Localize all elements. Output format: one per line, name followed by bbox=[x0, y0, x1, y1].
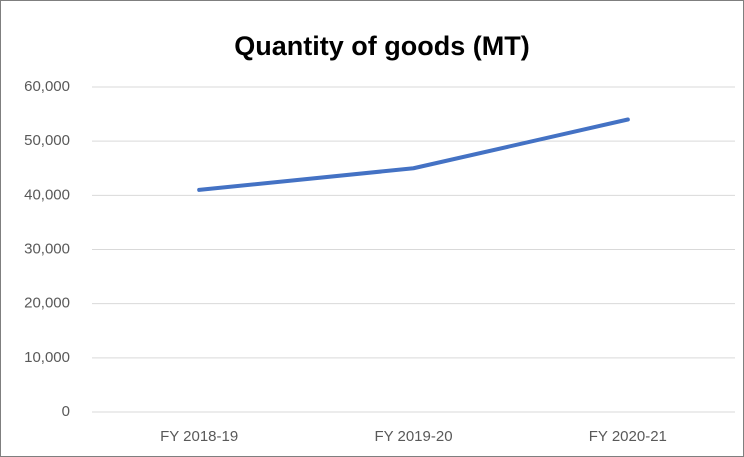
y-tick-label: 30,000 bbox=[24, 240, 70, 257]
y-tick-label: 50,000 bbox=[24, 132, 70, 149]
y-tick-label: 40,000 bbox=[24, 186, 70, 203]
y-tick-label: 0 bbox=[62, 403, 70, 420]
y-tick-label: 20,000 bbox=[24, 295, 70, 312]
y-tick-label: 10,000 bbox=[24, 349, 70, 366]
x-tick-label: FY 2020-21 bbox=[589, 428, 667, 445]
x-tick-label: FY 2018-19 bbox=[160, 428, 238, 445]
y-tick-label: 60,000 bbox=[24, 78, 70, 95]
data-line bbox=[197, 117, 630, 192]
x-tick-label: FY 2019-20 bbox=[374, 428, 452, 445]
chart-title: Quantity of goods (MT) bbox=[234, 31, 529, 61]
